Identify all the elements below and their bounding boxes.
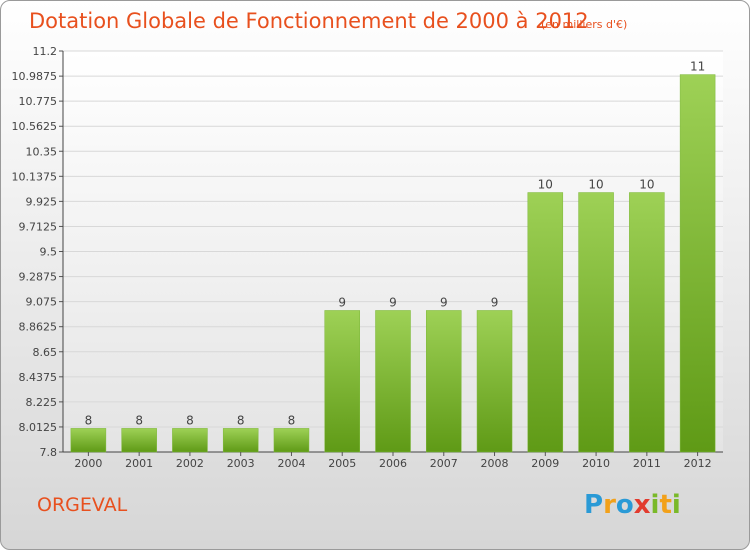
bar-2011 <box>629 192 665 453</box>
data-label-2002: 8 <box>186 413 194 427</box>
x-tick-label-2007: 2007 <box>430 457 458 470</box>
bar-2003 <box>222 428 259 453</box>
y-tick-label: 9.075 <box>26 296 58 309</box>
data-label-2012: 11 <box>690 60 705 74</box>
bar-2002 <box>172 428 208 453</box>
x-tick-label-2004: 2004 <box>277 457 305 470</box>
data-label-2004: 8 <box>288 413 296 427</box>
y-tick-label: 8.8625 <box>19 321 58 334</box>
x-tick-label-2005: 2005 <box>328 457 356 470</box>
data-label-2000: 8 <box>85 413 93 427</box>
y-tick-label: 9.2875 <box>19 271 58 284</box>
y-tick-label: 7.8 <box>40 446 58 459</box>
y-tick-label: 9.5 <box>40 246 58 259</box>
bar-2007 <box>426 310 462 453</box>
bar-2005 <box>324 310 360 453</box>
data-label-2007: 9 <box>440 295 448 309</box>
x-tick-label-2002: 2002 <box>176 457 204 470</box>
data-label-2003: 8 <box>237 413 245 427</box>
x-tick-label-2000: 2000 <box>74 457 102 470</box>
x-tick-label-2012: 2012 <box>684 457 712 470</box>
y-tick-label: 9.925 <box>26 195 58 208</box>
y-tick-label: 10.775 <box>19 95 58 108</box>
data-label-2010: 10 <box>588 178 603 192</box>
x-tick-label-2010: 2010 <box>582 457 610 470</box>
chart-title: Dotation Globale de Fonctionnement de 20… <box>29 9 589 33</box>
data-label-2005: 9 <box>338 295 346 309</box>
x-tick-label-2011: 2011 <box>633 457 661 470</box>
y-tick-label: 9.7125 <box>19 220 58 233</box>
data-label-2006: 9 <box>389 295 397 309</box>
y-tick-label: 8.65 <box>33 346 58 359</box>
data-label-2009: 10 <box>538 178 553 192</box>
data-label-2001: 8 <box>135 413 143 427</box>
bar-2004 <box>273 428 310 453</box>
x-tick-label-2001: 2001 <box>125 457 153 470</box>
x-tick-label-2006: 2006 <box>379 457 407 470</box>
x-tick-label-2003: 2003 <box>227 457 255 470</box>
y-tick-label: 10.5625 <box>12 120 58 133</box>
y-tick-label: 11.2 <box>33 45 58 58</box>
bar-2010 <box>578 192 614 453</box>
bar-2012 <box>679 74 716 453</box>
y-tick-label: 10.35 <box>26 145 58 158</box>
commune-name: ORGEVAL <box>37 494 128 516</box>
data-label-2008: 9 <box>491 295 499 309</box>
bar-2008 <box>476 310 513 453</box>
y-tick-label: 8.0125 <box>19 421 58 434</box>
x-tick-label-2009: 2009 <box>531 457 559 470</box>
data-label-2011: 10 <box>639 178 654 192</box>
bar-2000 <box>70 428 107 453</box>
y-tick-label: 10.1375 <box>12 170 58 183</box>
chart-units: (en milliers d'€) <box>541 18 628 31</box>
y-tick-label: 10.9875 <box>12 70 58 83</box>
y-tick-label: 8.225 <box>26 396 58 409</box>
bar-2009 <box>527 192 564 453</box>
bar-2001 <box>121 428 157 453</box>
y-tick-label: 8.4375 <box>19 371 58 384</box>
bar-2006 <box>375 310 411 453</box>
x-tick-label-2008: 2008 <box>481 457 509 470</box>
proxiti-logo: Proxiti <box>584 490 681 520</box>
